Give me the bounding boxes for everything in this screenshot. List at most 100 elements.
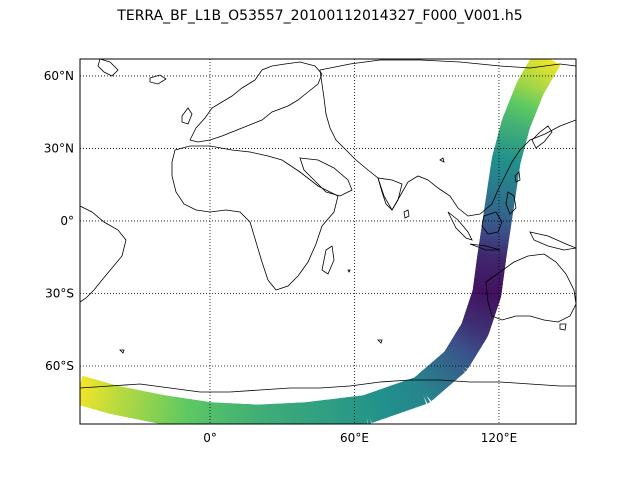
swath-scanline — [477, 251, 507, 260]
swath-scanline — [406, 379, 419, 408]
swath-scanline — [259, 404, 264, 424]
swath-scanline — [169, 396, 177, 424]
swath-scanline — [337, 398, 344, 424]
swath-scanline — [149, 393, 159, 423]
swath-scanline — [151, 393, 160, 423]
swath-scanline — [479, 240, 509, 248]
swath-scanline — [127, 388, 136, 418]
swath-scanline — [147, 393, 157, 423]
swath-scanline — [483, 210, 513, 218]
swath-scanline — [490, 164, 520, 173]
swath-scanline — [479, 235, 509, 244]
swath-scanline — [199, 401, 206, 424]
swath-scanline — [349, 396, 356, 424]
swath-scanline — [144, 392, 154, 422]
swath-scanline — [221, 402, 226, 424]
swath-scanline — [288, 403, 293, 424]
swath-scanline — [292, 402, 297, 424]
swath-scanline — [80, 375, 86, 396]
swath-scanline — [227, 403, 232, 424]
parallel-label: 60°S — [45, 359, 74, 373]
swath-scanline — [329, 399, 336, 424]
swath-scanline — [378, 388, 392, 418]
swath-scanline — [371, 391, 384, 420]
swath-scanline — [248, 404, 253, 424]
coastline-africa — [171, 145, 339, 291]
swath-scanline — [224, 403, 229, 424]
swath-scanline — [280, 403, 285, 424]
swath-scanline — [345, 397, 352, 424]
swath-scanline — [276, 403, 281, 424]
swath-scanline — [395, 383, 408, 412]
swath-scanline — [375, 390, 388, 419]
swath-scanline — [192, 400, 200, 424]
swath-scanline — [130, 389, 139, 419]
swath-scanline — [412, 377, 425, 406]
swath-scanline — [486, 192, 516, 200]
swath-scanline — [296, 402, 301, 424]
coastlines — [80, 59, 576, 393]
coastline-madagascar — [321, 245, 335, 275]
swath-scanline — [273, 403, 278, 424]
swath-scanline — [179, 398, 187, 424]
swath-scanline — [307, 401, 313, 424]
swath-scanline — [480, 232, 510, 240]
swath-scanline — [389, 385, 403, 414]
swath-scanline — [194, 400, 201, 424]
coastline-islands — [119, 157, 445, 354]
swath-scanline — [361, 395, 368, 424]
swath-scanline — [253, 404, 258, 424]
swath-scanline — [211, 402, 216, 424]
swath-scanline — [488, 181, 518, 189]
swath-scanline — [197, 400, 205, 424]
swath-scanline — [490, 161, 520, 169]
coastline-asia — [319, 59, 576, 217]
swath-scanline — [327, 399, 334, 424]
swath-scanline — [217, 402, 222, 424]
coastline-iceland — [149, 74, 167, 85]
swath-scanline — [482, 219, 512, 227]
swath-scanline — [230, 403, 235, 424]
swath-scanline — [161, 395, 169, 424]
swath-scanline — [232, 403, 237, 424]
swath-scanline — [246, 404, 251, 424]
map-area — [79, 58, 577, 425]
swath-scanline — [321, 400, 328, 424]
graticule — [80, 59, 576, 424]
swath-scanline — [343, 397, 350, 424]
swath-scanline — [164, 395, 172, 424]
swath-scanline — [119, 387, 128, 417]
swath-scanline — [386, 386, 399, 415]
swath-scanline — [404, 379, 418, 409]
swath-scanline — [487, 187, 517, 195]
swath-scanline — [141, 391, 151, 421]
swath-scanline — [487, 184, 517, 192]
swath-scanline — [155, 394, 165, 424]
coastline-new-guinea — [529, 231, 576, 251]
swath-scanline — [481, 227, 511, 236]
swath-scanline — [388, 385, 401, 414]
swath-scanline — [294, 402, 299, 424]
swath-scanline — [478, 243, 508, 252]
meridian-label: 0° — [203, 431, 217, 445]
swath-scanline — [347, 396, 354, 424]
swath-scanline — [300, 402, 305, 424]
swath-scanline — [204, 401, 211, 424]
swath-scanline — [299, 402, 304, 424]
swath-scanline — [115, 386, 125, 416]
swath-scanline — [233, 403, 238, 424]
swath-scanline — [489, 173, 519, 181]
swath-scanline — [484, 206, 514, 215]
swath-scanline — [376, 389, 390, 418]
coastline-tasmania — [559, 323, 567, 331]
swath-scanline — [272, 403, 277, 424]
swath-scanline — [219, 402, 224, 424]
swath-scanline — [275, 403, 280, 424]
swath-scanline — [235, 403, 240, 424]
swath-scanline — [397, 382, 410, 411]
swath-scanline — [359, 395, 366, 424]
swath-scanline — [212, 402, 218, 424]
map-frame — [79, 58, 577, 425]
swath-scanline — [263, 404, 268, 424]
swath-scanline — [481, 222, 511, 231]
